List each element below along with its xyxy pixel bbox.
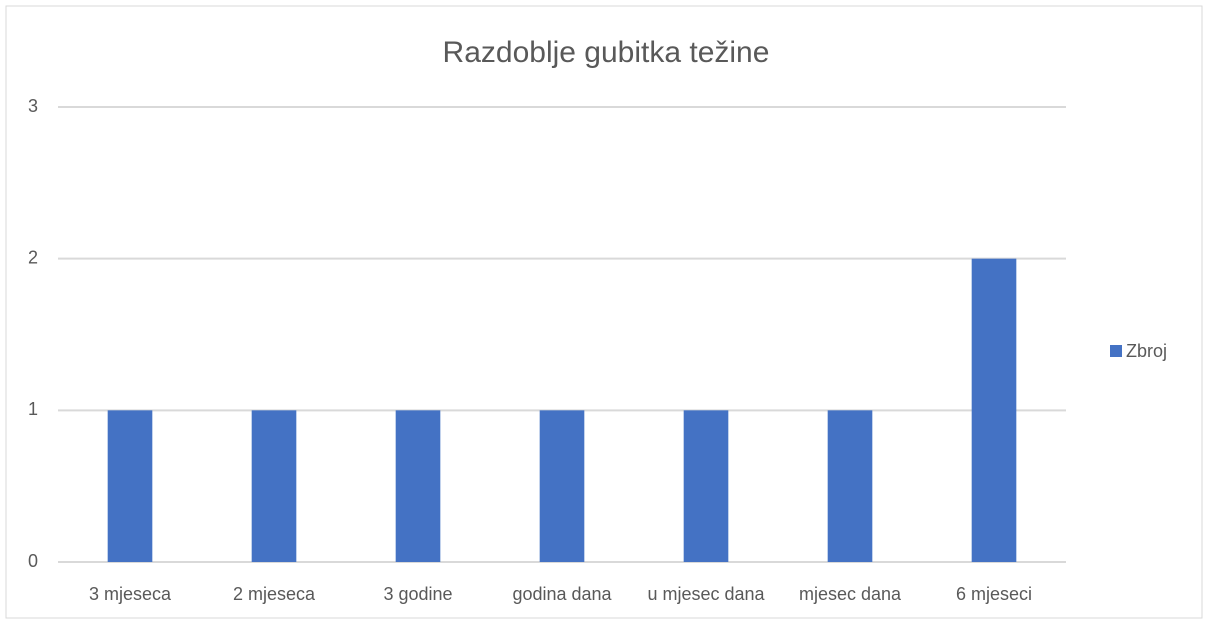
x-tick-label: u mjesec dana (647, 584, 765, 604)
x-tick-label: mjesec dana (799, 584, 902, 604)
x-tick-label: 2 mjeseca (233, 584, 316, 604)
bar (683, 410, 729, 562)
y-tick-label: 1 (28, 399, 38, 419)
x-tick-label: 3 mjeseca (89, 584, 172, 604)
chart-title: Razdoblje gubitka težine (443, 36, 770, 69)
legend-label: Zbroj (1126, 341, 1167, 361)
legend-swatch (1110, 345, 1122, 357)
y-tick-label: 3 (28, 96, 38, 116)
bar (107, 410, 153, 562)
y-tick-label: 2 (28, 247, 38, 267)
bar (251, 410, 297, 562)
x-tick-label: godina dana (512, 584, 612, 604)
y-tick-label: 0 (28, 551, 38, 571)
chart-border (5, 5, 1203, 619)
bar (827, 410, 873, 562)
bar (539, 410, 585, 562)
x-tick-label: 6 mjeseci (956, 584, 1032, 604)
bar (971, 258, 1017, 562)
x-tick-label: 3 godine (383, 584, 452, 604)
bar (395, 410, 441, 562)
